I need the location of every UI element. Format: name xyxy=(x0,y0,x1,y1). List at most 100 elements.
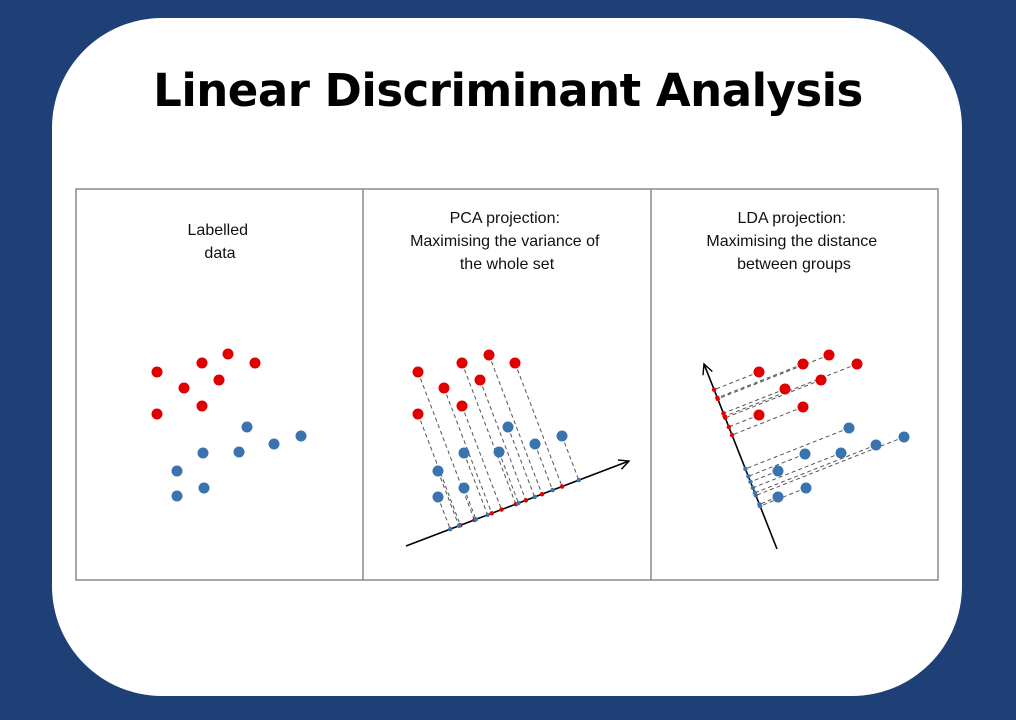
projection-line xyxy=(507,426,536,498)
projection-tick xyxy=(723,415,728,420)
projection-line xyxy=(488,354,543,495)
panel-lda: LDA projection: Maximising the distance … xyxy=(702,210,910,550)
projection-tick xyxy=(489,511,494,516)
projection-tick xyxy=(757,502,762,507)
projection-line xyxy=(748,453,806,477)
red-class-point xyxy=(222,348,234,360)
projection-line xyxy=(754,444,877,494)
blue-class-point xyxy=(870,439,882,451)
panel-pca-title-line-1: PCA projection: xyxy=(450,210,560,227)
panel-pca-title-line-3: the whole set xyxy=(460,256,555,273)
blue-class-point xyxy=(493,446,505,458)
blue-class-point xyxy=(197,447,209,459)
red-class-point xyxy=(797,358,809,370)
projection-line xyxy=(463,487,477,520)
projection-tick xyxy=(523,498,529,503)
red-class-point xyxy=(815,374,827,386)
projection-line xyxy=(745,427,850,470)
projection-line xyxy=(750,470,779,483)
projection-line xyxy=(437,470,460,527)
red-class-point xyxy=(456,400,468,412)
blue-class-point xyxy=(241,421,253,433)
projection-tick xyxy=(532,494,537,500)
panel-pca-title: PCA projection: Maximising the variance … xyxy=(410,210,604,273)
projection-line xyxy=(728,414,760,428)
projection-tick xyxy=(748,479,753,485)
red-class-point xyxy=(196,357,208,369)
blue-class-point xyxy=(171,490,183,502)
projection-tick xyxy=(752,490,758,496)
projection-tick xyxy=(743,466,748,472)
red-class-point xyxy=(483,349,495,361)
red-class-point xyxy=(249,357,261,369)
blue-class-point xyxy=(268,438,280,450)
projection-tick xyxy=(448,526,453,532)
projection-line xyxy=(717,354,830,400)
blue-class-point xyxy=(458,447,470,459)
projection-tick xyxy=(721,411,726,416)
projection-line xyxy=(443,387,493,514)
blue-class-point xyxy=(800,482,812,494)
projection-line xyxy=(437,496,451,530)
red-class-point xyxy=(213,374,225,386)
panel-labelled: Labelled data xyxy=(151,222,307,502)
projection-line xyxy=(755,436,905,496)
projection-tick xyxy=(559,484,565,489)
red-class-point xyxy=(151,408,163,420)
projection-tick xyxy=(456,523,462,529)
red-class-point xyxy=(851,358,863,370)
blue-class-point xyxy=(843,422,855,434)
projection-line xyxy=(479,379,527,501)
projection-line xyxy=(514,362,563,487)
red-class-point xyxy=(412,408,424,420)
projection-line xyxy=(498,451,519,504)
projection-line xyxy=(725,379,822,419)
pca-projection-plot xyxy=(405,349,631,547)
projection-line xyxy=(717,363,804,399)
projection-tick xyxy=(729,432,735,438)
blue-class-point xyxy=(799,448,811,460)
blue-class-point xyxy=(233,446,245,458)
labelled-points xyxy=(151,348,307,502)
red-class-point xyxy=(438,382,450,394)
projection-line xyxy=(713,371,760,391)
blue-class-point xyxy=(432,491,444,503)
red-class-point xyxy=(797,401,809,413)
projection-line xyxy=(752,452,842,489)
projection-tick xyxy=(550,487,555,493)
red-class-point xyxy=(151,366,163,378)
projection-tick xyxy=(711,387,717,392)
projection-tick xyxy=(726,424,732,430)
projection-line xyxy=(561,435,580,481)
red-class-point xyxy=(412,366,424,378)
panel-labelled-title-line-1: Labelled xyxy=(188,222,249,239)
blue-class-point xyxy=(295,430,307,442)
panel-lda-title-line-3: between groups xyxy=(737,256,851,273)
red-class-point xyxy=(823,349,835,361)
panel-lda-title-line-2: Maximising the distance xyxy=(706,233,877,250)
blue-class-point xyxy=(556,430,568,442)
panel-lda-title-line-1: LDA projection: xyxy=(738,210,847,227)
red-class-point xyxy=(196,400,208,412)
blue-class-point xyxy=(502,421,514,433)
projection-line xyxy=(731,406,804,436)
lda-projection-axis xyxy=(702,362,778,550)
red-class-point xyxy=(779,383,791,395)
panel-lda-title: LDA projection: Maximising the distance … xyxy=(706,210,881,273)
projection-tick xyxy=(516,500,521,506)
projection-tick xyxy=(750,485,756,490)
blue-class-point xyxy=(529,438,541,450)
panel-pca: PCA projection: Maximising the variance … xyxy=(405,210,631,547)
blue-class-point xyxy=(772,465,784,477)
page-title: Linear Discriminant Analysis xyxy=(153,64,863,117)
projection-tick xyxy=(715,396,720,402)
blue-class-point xyxy=(171,465,183,477)
blue-class-point xyxy=(432,465,444,477)
blue-class-point xyxy=(835,447,847,459)
blue-class-point xyxy=(458,482,470,494)
projection-line xyxy=(461,405,502,510)
lda-projection-plot xyxy=(702,349,910,550)
blue-class-point xyxy=(772,491,784,503)
projection-tick xyxy=(473,517,479,522)
